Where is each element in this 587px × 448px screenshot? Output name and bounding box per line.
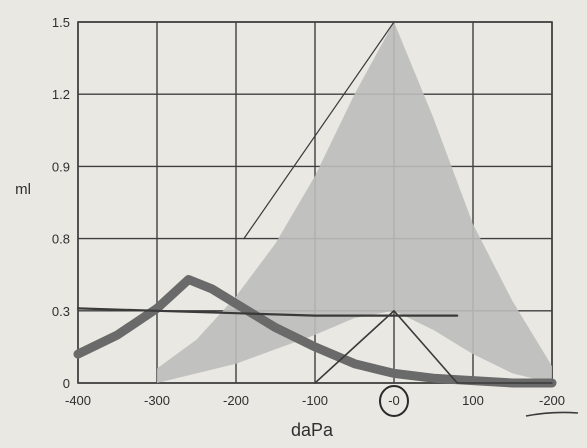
x-tick-label: -200 [223,393,249,408]
y-tick-label: 0.9 [52,159,70,174]
grid [77,21,553,384]
x-axis-label: daPa [291,420,334,440]
x-tick-label: -300 [144,393,170,408]
x-tick-label: 100 [462,393,484,408]
y-tick-label: 0.3 [52,304,70,319]
series-triangle-line [314,310,553,384]
normal-region-layer [157,22,552,383]
series-flat-line [76,307,459,317]
handwritten-underline [525,411,579,417]
normal-region-area [157,22,552,383]
x-tick-label: -400 [65,393,91,408]
axis-layer: 0 0.3 0.8 0.9 1.2 1.5 -400 -300 -200 -100 -0 100 -20… [52,15,579,417]
zero-circle-annotation [379,385,409,417]
y-tick-label: 1.2 [52,87,70,102]
series-diagonal-line [243,21,395,240]
y-axis-label: ml [15,181,31,198]
y-tick-label: 0 [63,376,70,391]
y-tick-label: 1.5 [52,15,70,30]
x-tick-label: -100 [302,393,328,408]
x-tick-label: -0 [388,393,400,408]
series-thick-curve [73,275,557,388]
y-tick-label: 0.8 [52,232,70,247]
series-layer [73,21,557,388]
x-tick-label: -200 [539,393,565,408]
